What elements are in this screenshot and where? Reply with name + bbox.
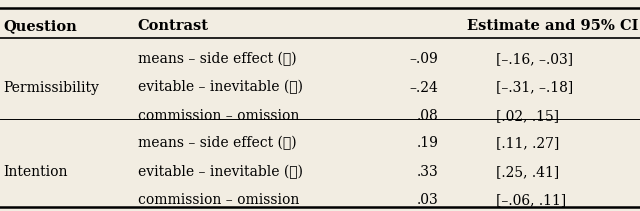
Text: Estimate and 95% CI: Estimate and 95% CI <box>467 19 639 33</box>
Text: [–.31, –.18]: [–.31, –.18] <box>496 81 573 95</box>
Text: evitable – inevitable (✓): evitable – inevitable (✓) <box>138 80 303 95</box>
Text: [.25, .41]: [.25, .41] <box>496 165 559 179</box>
Text: [.11, .27]: [.11, .27] <box>496 137 559 150</box>
Text: .33: .33 <box>417 165 438 179</box>
Text: .03: .03 <box>417 193 438 207</box>
Text: Question: Question <box>3 19 77 33</box>
Text: –.09: –.09 <box>410 52 438 66</box>
Text: .08: .08 <box>417 109 438 123</box>
Text: commission – omission: commission – omission <box>138 193 299 207</box>
Text: evitable – inevitable (✓): evitable – inevitable (✓) <box>138 165 303 179</box>
Text: [–.06, .11]: [–.06, .11] <box>496 193 566 207</box>
Text: means – side effect (✓): means – side effect (✓) <box>138 52 296 66</box>
Text: Intention: Intention <box>3 165 68 179</box>
Text: commission – omission: commission – omission <box>138 109 299 123</box>
Text: Contrast: Contrast <box>138 19 209 33</box>
Text: Permissibility: Permissibility <box>3 81 99 95</box>
Text: [–.16, –.03]: [–.16, –.03] <box>496 52 573 66</box>
Text: means – side effect (✓): means – side effect (✓) <box>138 136 296 151</box>
Text: [.02, .15]: [.02, .15] <box>496 109 559 123</box>
Text: .19: .19 <box>417 137 438 150</box>
Text: –.24: –.24 <box>410 81 438 95</box>
